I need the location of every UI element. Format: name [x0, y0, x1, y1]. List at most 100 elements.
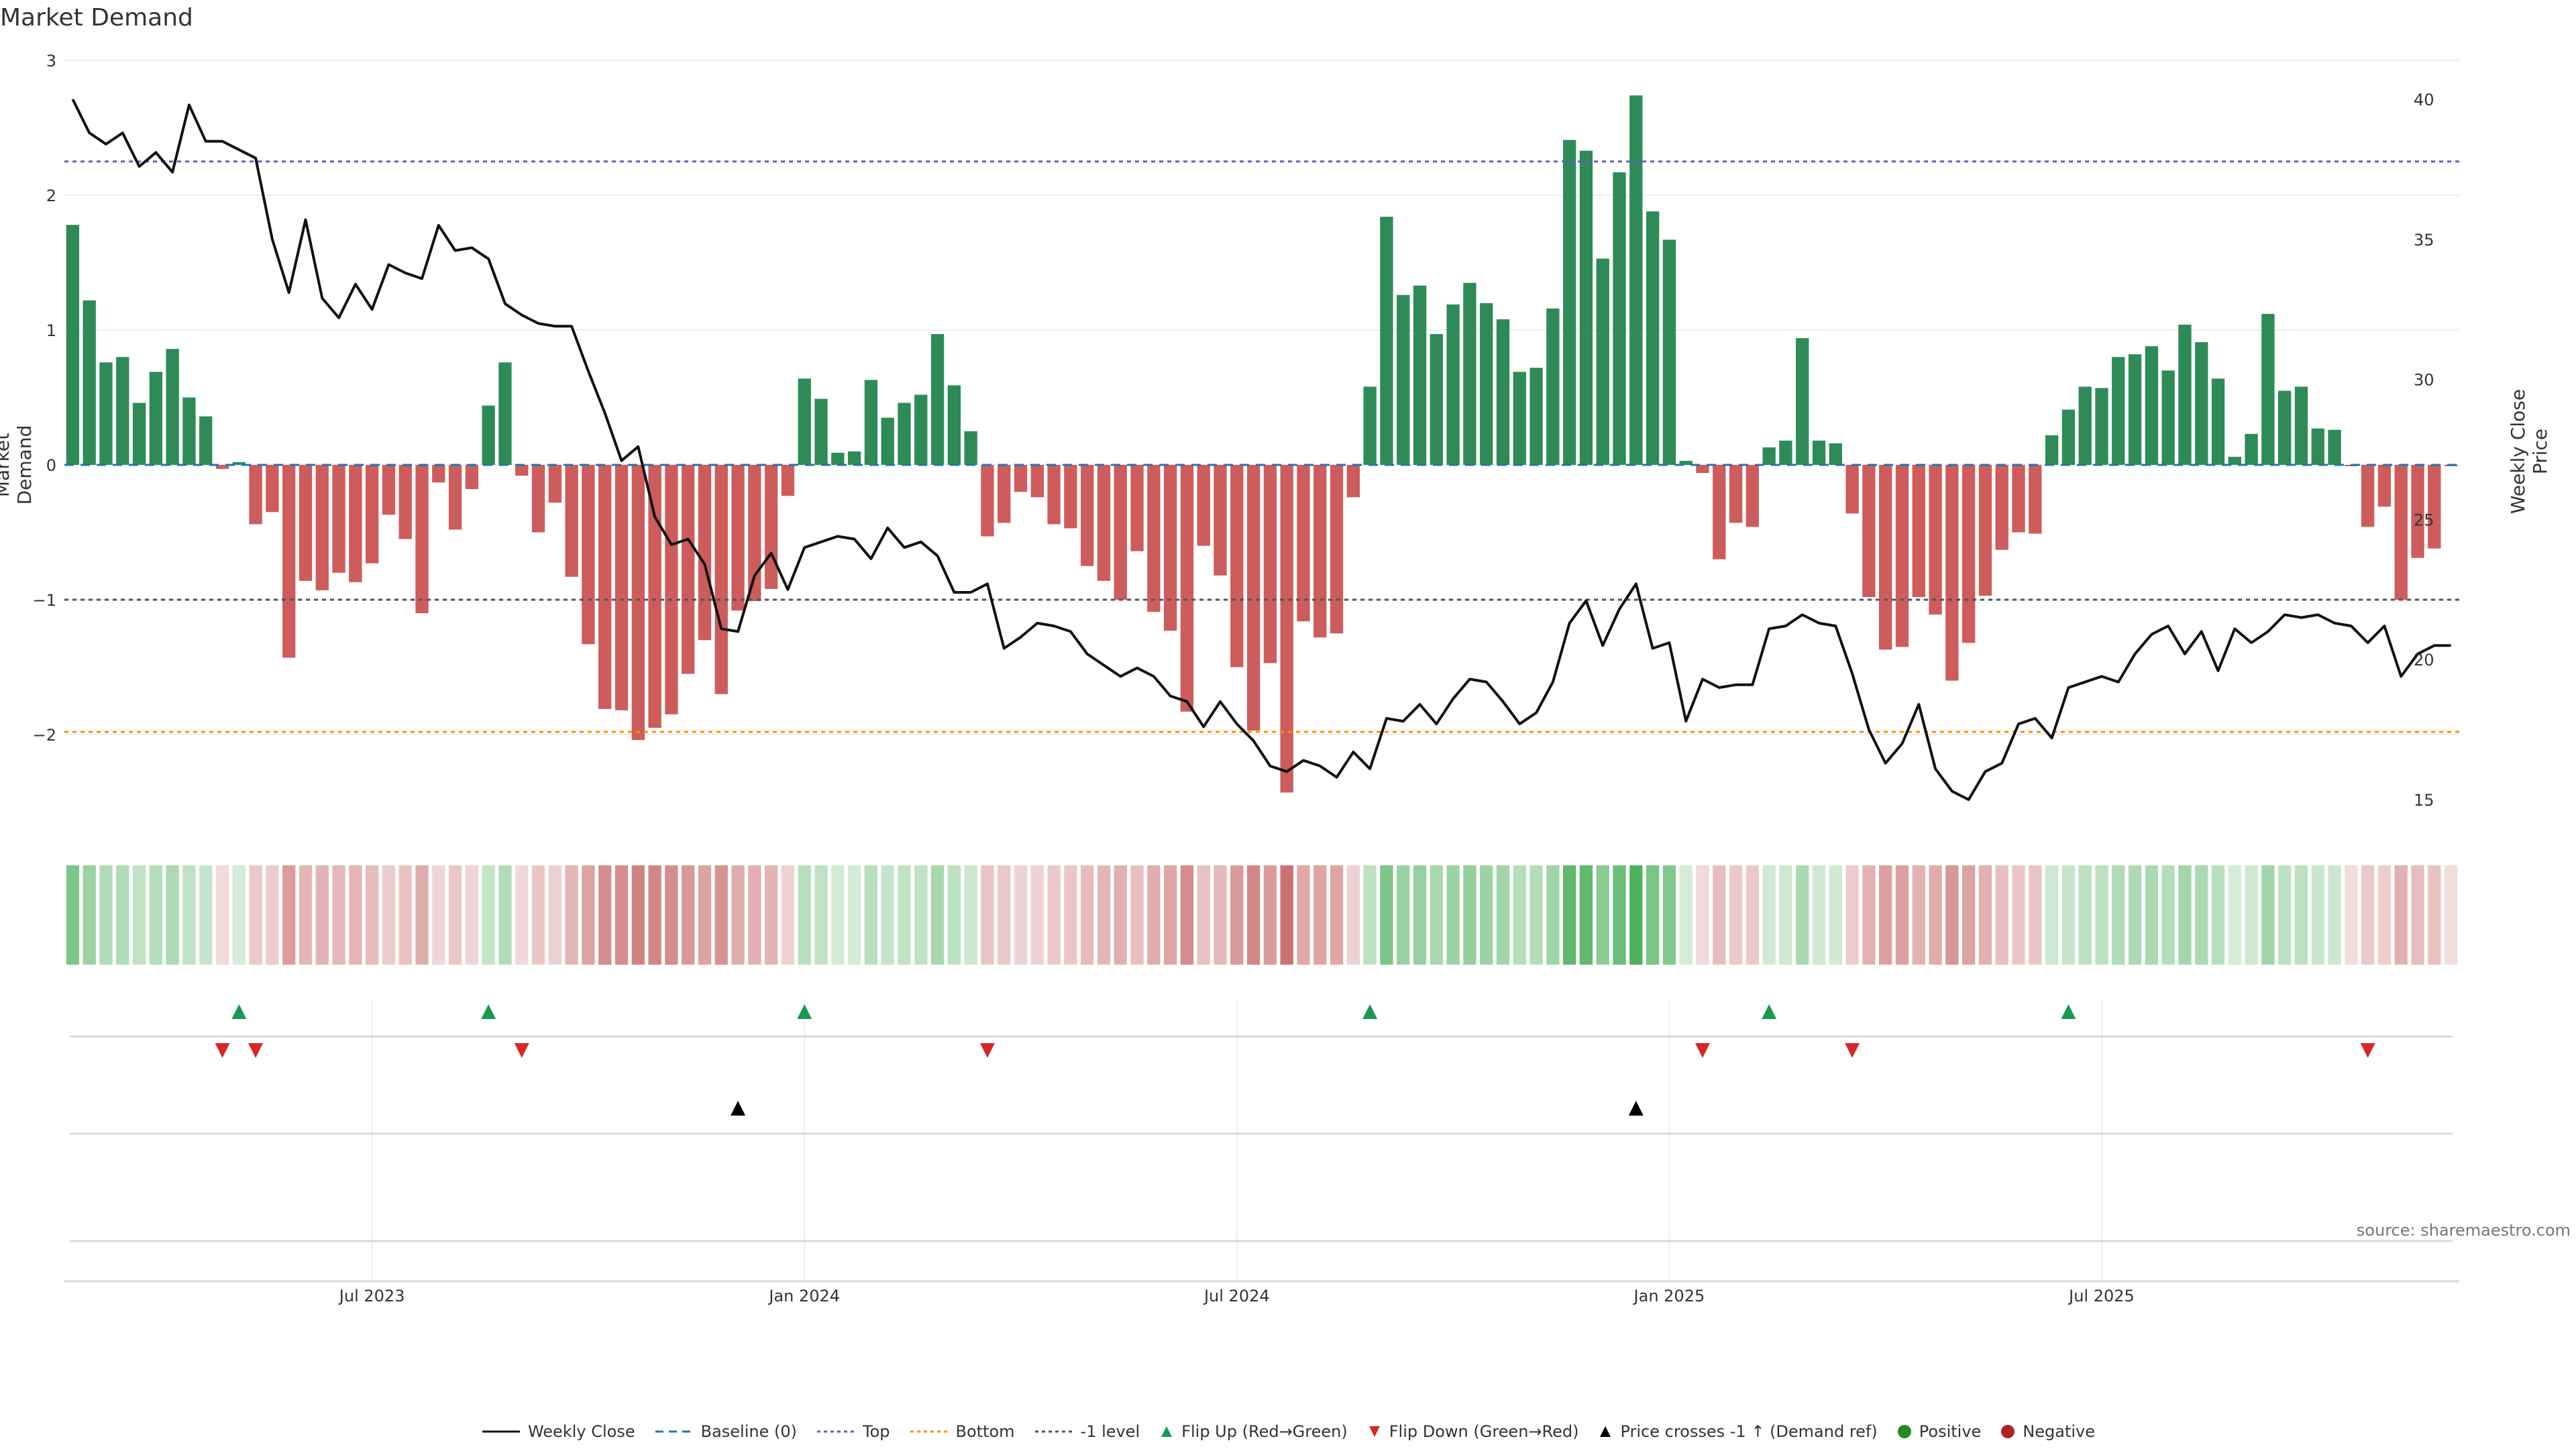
heat-cell [398, 865, 412, 965]
heat-cell [2228, 865, 2241, 965]
y-tick-label: 2 [46, 186, 56, 205]
negative-bar [315, 465, 329, 590]
y-tick-label: −1 [33, 591, 56, 610]
negative-bar [2377, 465, 2392, 507]
heat-cell [315, 865, 329, 965]
positive-bar [1596, 258, 1609, 465]
heat-cell [1297, 865, 1310, 965]
negative-bar [1030, 465, 1044, 498]
y2-ticks: 40 35 30 25 20 15 [2414, 91, 2434, 810]
positive-bar [1762, 447, 1776, 465]
heat-cell [2278, 865, 2292, 965]
heat-cell [714, 865, 728, 965]
flip-up-marker [2061, 1004, 2076, 1019]
heat-cell [99, 865, 113, 965]
negative-bar [1929, 465, 1942, 615]
negative-bar [1214, 465, 1227, 576]
negative-bar [1962, 465, 1976, 643]
positive-bar [99, 362, 113, 465]
negative-bar [548, 465, 562, 503]
legend-triangle-up [1600, 1426, 1611, 1437]
negative-bar [1879, 465, 1892, 650]
heat-cell [1463, 865, 1477, 965]
negative-bar [332, 465, 345, 573]
negative-bar [714, 465, 728, 694]
heat-cell [2178, 865, 2192, 965]
x-tick-label: Jan 2024 [767, 1287, 840, 1305]
legend-label: Price crosses -1 ↑ (Demand ref) [1620, 1422, 1878, 1441]
negative-bar [1330, 465, 1344, 634]
legend: Weekly Close Baseline (0) Top Bottom -1 leve… [0, 1422, 2576, 1441]
positive-bar [2128, 354, 2142, 465]
y-tick-label: 1 [46, 321, 56, 340]
heat-cell [215, 865, 229, 965]
heat-cell [764, 865, 778, 965]
chart-title: Market Demand [0, 4, 193, 32]
negative-bar [1346, 465, 1360, 498]
heat-cell [1978, 865, 1992, 965]
heat-cell [531, 865, 545, 965]
heat-cell [2245, 865, 2258, 965]
legend-item: Price crosses -1 ↑ (Demand ref) [1597, 1422, 1878, 1441]
signal-markers [215, 1004, 2375, 1116]
negative-bar [1297, 465, 1310, 622]
heat-cell [1513, 865, 1526, 965]
heat-cell [1280, 865, 1293, 965]
heat-cell [1945, 865, 1959, 965]
negative-bar [1862, 465, 1876, 597]
heat-cell [365, 865, 379, 965]
flip-down-marker [979, 1043, 995, 1058]
negative-bar [764, 465, 778, 589]
negative-bar [465, 465, 479, 490]
negative-bar [1696, 465, 1709, 474]
negative-bar [1280, 465, 1293, 793]
negative-bar [266, 465, 279, 513]
positive-bar [182, 397, 196, 465]
heat-cell [1064, 865, 1077, 965]
heat-cell [249, 865, 262, 965]
heat-cell [1562, 865, 1576, 965]
positive-bar [1546, 308, 1560, 465]
positive-bar [2278, 390, 2292, 465]
positive-bar [1679, 460, 1693, 465]
heat-cell [930, 865, 945, 965]
legend-symbol [1897, 1425, 1911, 1438]
positive-bar [947, 385, 961, 465]
heat-cell [631, 865, 645, 965]
heat-cell [682, 865, 695, 965]
flip-down-marker [2360, 1043, 2375, 1058]
grid [64, 60, 2459, 1283]
heat-cell [1163, 865, 1177, 965]
positive-bar [1529, 368, 1543, 465]
negative-bar [648, 465, 661, 728]
heat-cell [1413, 865, 1427, 965]
negative-bar [365, 465, 379, 564]
heat-cell [482, 865, 495, 965]
negative-bar [1114, 465, 1127, 600]
heat-cell [2211, 865, 2225, 965]
negative-bar [582, 465, 595, 645]
heat-cell [1646, 865, 1660, 965]
heat-cell [1579, 865, 1593, 965]
legend-item: Top [816, 1422, 890, 1441]
positive-bar [798, 378, 811, 465]
demand-bars [66, 95, 2458, 793]
x-tick-label: Jul 2024 [1203, 1287, 1270, 1305]
negative-bar [1263, 465, 1277, 663]
negative-bar [1313, 465, 1327, 638]
legend-symbol [1368, 1426, 1380, 1437]
heat-cell [2145, 865, 2159, 965]
heat-cell [1696, 865, 1709, 965]
positive-bar [1380, 217, 1393, 465]
positive-bar [847, 451, 861, 465]
positive-bar [1480, 303, 1493, 465]
heat-cell [2128, 865, 2142, 965]
heat-cell [1995, 865, 2008, 965]
legend-item: Weekly Close [481, 1422, 635, 1441]
negative-bar [682, 465, 695, 674]
heat-cell [648, 865, 661, 965]
heat-cell [2112, 865, 2125, 965]
legend-item: Negative [2000, 1422, 2095, 1441]
negative-bar [614, 465, 629, 710]
heat-cell [1263, 865, 1277, 965]
